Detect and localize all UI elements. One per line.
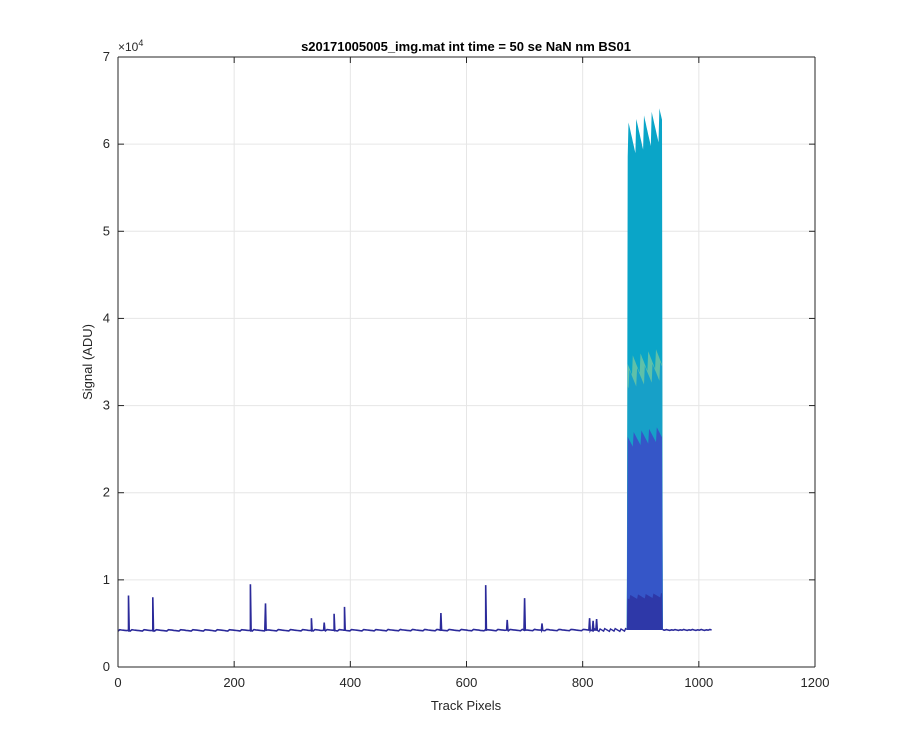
x-tick-label: 400 (339, 675, 361, 690)
y-tick-label: 0 (103, 659, 110, 674)
axes (117, 56, 816, 668)
y-axis-label: Signal (ADU) (80, 324, 95, 400)
x-tick-label: 1000 (684, 675, 713, 690)
tick-labels: 0 200 400 600 800 1000 1200 0 1 2 3 4 5 6 7 (103, 49, 830, 690)
y-tick-label: 6 (103, 136, 110, 151)
x-tick-label: 0 (114, 675, 121, 690)
x-axis-label: Track Pixels (431, 698, 502, 713)
block-series-3 (626, 427, 663, 630)
x-tick-label: 600 (456, 675, 478, 690)
chart-title: s20171005005_img.mat int time = 50 se Na… (301, 39, 631, 54)
block-series-4 (626, 593, 663, 630)
baseline-trace-segment (591, 627, 628, 633)
y-tick-label: 1 (103, 572, 110, 587)
x-tick-label: 200 (223, 675, 245, 690)
x-tick-label: 800 (572, 675, 594, 690)
x-tick-label: 1200 (801, 675, 830, 690)
y-tick-label: 7 (103, 49, 110, 64)
y-exponent-base: ×10 (118, 40, 139, 54)
y-tick-label: 5 (103, 223, 110, 238)
y-tick-label: 2 (103, 485, 110, 500)
y-exponent-label: ×104 (118, 38, 143, 54)
plot-data (117, 108, 712, 634)
y-exponent-power: 4 (138, 38, 143, 48)
baseline-trace-tail (662, 628, 712, 632)
y-tick-label: 4 (103, 310, 110, 325)
grid (118, 57, 815, 667)
y-tick-label: 3 (103, 398, 110, 413)
baseline-trace (117, 584, 599, 634)
